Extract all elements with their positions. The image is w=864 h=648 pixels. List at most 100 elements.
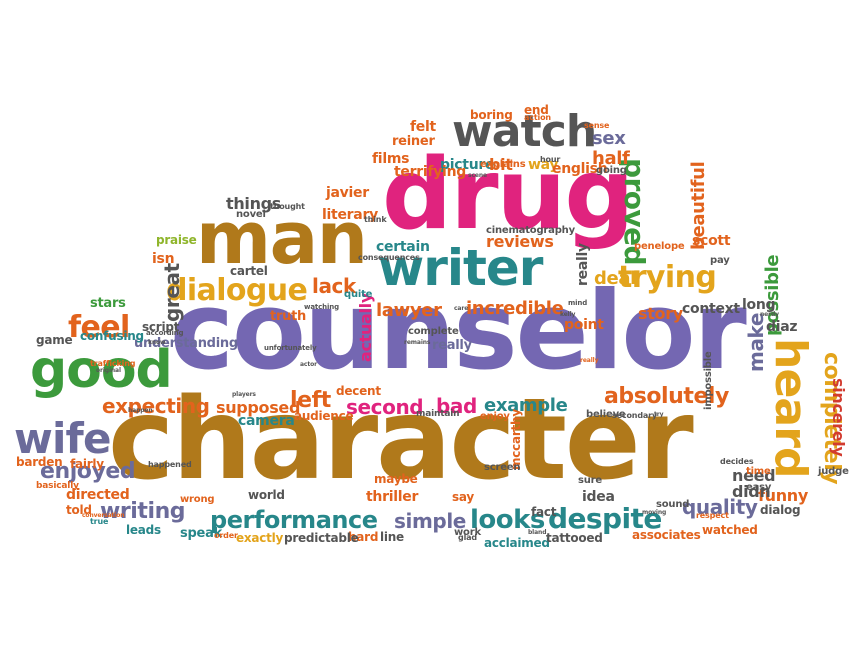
- word-script: script: [142, 320, 180, 334]
- word-wife: wife: [14, 414, 111, 463]
- word-predictable: predictable: [284, 531, 359, 545]
- word-novel: novel: [236, 209, 266, 220]
- word-example: example: [484, 395, 568, 416]
- word-penelope: penelope: [634, 241, 685, 252]
- word-drug: drug: [382, 138, 635, 252]
- word-understanding: understanding: [134, 336, 238, 351]
- word-nerdy: nerdy: [760, 311, 779, 318]
- word-certain: certain: [376, 239, 430, 255]
- word-time: time: [746, 466, 771, 477]
- word-dialog: dialog: [760, 503, 801, 517]
- word-hard: hard: [348, 530, 379, 544]
- word-tattooed: tattooed: [546, 531, 603, 545]
- word-sound: sound: [656, 499, 690, 510]
- word-say: say: [452, 490, 474, 504]
- word-thriller: thriller: [366, 489, 419, 505]
- word-associates: associates: [632, 528, 701, 542]
- word-character: character: [108, 375, 694, 505]
- word-maintain: maintain: [416, 409, 460, 419]
- word-hour: hour: [540, 155, 561, 164]
- word-didn: didn: [732, 482, 771, 501]
- word-performance: performance: [210, 506, 378, 534]
- word-according: according: [146, 329, 184, 337]
- word-care: care: [454, 305, 469, 312]
- word-respect: respect: [696, 511, 729, 520]
- word-directed: directed: [66, 487, 130, 503]
- word-bland: bland: [528, 529, 547, 536]
- word-picture: picture: [440, 157, 495, 173]
- word-despite: despite: [548, 502, 662, 535]
- word-quite: quite: [344, 289, 373, 300]
- word-lack: lack: [312, 274, 356, 298]
- word-happen: happen: [128, 407, 153, 414]
- word-sex: sex: [592, 128, 626, 149]
- word-idea: idea: [582, 489, 615, 505]
- word-half: half: [592, 148, 630, 169]
- word-films: films: [372, 151, 410, 167]
- word-good: good: [30, 340, 173, 400]
- word-watch: watch: [452, 106, 597, 157]
- word-end: end: [524, 103, 549, 117]
- word-really: really: [432, 338, 472, 353]
- word-deal: deal: [594, 268, 636, 289]
- word-praise: praise: [156, 233, 197, 247]
- word-barden: barden: [16, 455, 63, 469]
- word-reiner: reiner: [392, 134, 435, 149]
- word-complete: complete: [408, 326, 459, 337]
- word-true: true: [90, 517, 109, 526]
- word-work: work: [454, 527, 481, 538]
- word-absolutely: absolutely: [604, 384, 729, 409]
- word-writer: writer: [378, 239, 543, 297]
- word-really: really: [580, 357, 599, 364]
- word-boring: boring: [470, 108, 513, 122]
- word-diaz: diaz: [766, 319, 798, 335]
- word-acclaimed: acclaimed: [484, 536, 550, 550]
- word-judge: judge: [818, 466, 849, 477]
- word-original: original: [96, 367, 121, 374]
- word-going: going: [596, 165, 627, 176]
- word-felt: felt: [410, 119, 436, 135]
- word-easy: easy: [746, 482, 772, 493]
- word-need: need: [732, 466, 776, 485]
- word-cartel: cartel: [230, 264, 268, 278]
- word-impossible: impossible: [703, 351, 714, 410]
- word-way: way: [528, 157, 559, 173]
- word-cinematography: cinematography: [486, 225, 575, 236]
- word-writing: writing: [100, 499, 186, 524]
- word-action: action: [524, 113, 551, 122]
- word-unfortunately: unfortunately: [264, 344, 317, 352]
- word-truth: truth: [270, 309, 307, 324]
- word-great: great: [160, 263, 184, 322]
- word-order: order: [214, 531, 238, 540]
- word-fact: fact: [531, 505, 557, 519]
- word-confusing: confusing: [80, 329, 144, 343]
- word-trying: trying: [618, 260, 717, 295]
- word-feel: feel: [68, 310, 130, 345]
- word-believe: believe: [586, 409, 626, 420]
- word-reviews: reviews: [486, 232, 554, 251]
- word-story: story: [638, 304, 683, 323]
- word-fairly: fairly: [70, 457, 104, 471]
- word-mccarthy: mccarthy: [509, 409, 523, 470]
- word-simple: simple: [394, 509, 466, 533]
- word-point: point: [564, 317, 604, 333]
- word-long: long: [742, 297, 776, 313]
- word-decides: decides: [720, 457, 754, 466]
- word-conversation: conversation: [82, 512, 125, 519]
- word-looks: looks: [470, 505, 545, 535]
- word-actually: actually: [356, 293, 375, 362]
- word-exactly: exactly: [236, 531, 284, 545]
- word-players: players: [232, 391, 256, 398]
- word-country: country: [198, 355, 224, 362]
- word-funny: funny: [758, 486, 808, 505]
- word-dialogue: dialogue: [166, 273, 308, 308]
- word-scott: scott: [692, 233, 731, 249]
- word-screen: screen: [484, 462, 521, 473]
- word-stars: stars: [90, 296, 126, 311]
- word-decent: decent: [336, 384, 381, 398]
- word-remains: remains: [404, 339, 431, 346]
- word-happened: happened: [148, 460, 192, 469]
- word-bit: bit: [489, 155, 513, 174]
- word-camera: camera: [238, 413, 295, 429]
